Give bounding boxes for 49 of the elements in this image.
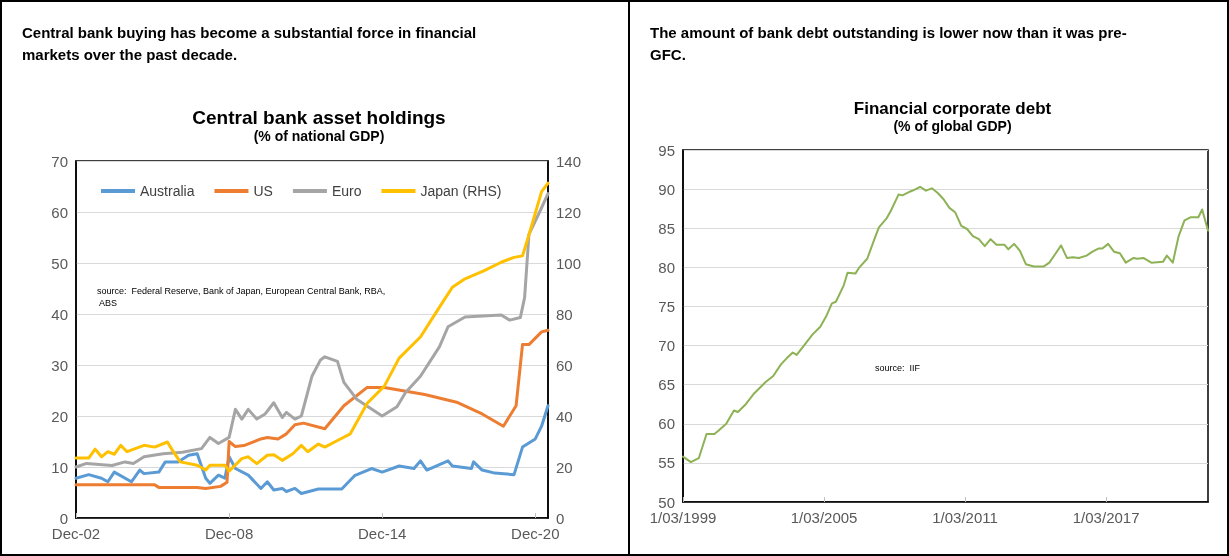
y2-tick-label: 80 bbox=[556, 305, 573, 323]
y2-tick-label: 100 bbox=[556, 254, 582, 272]
y-tick-label: 65 bbox=[658, 376, 675, 394]
y2-tick-label: 20 bbox=[556, 458, 573, 476]
y-tick-label: 75 bbox=[658, 297, 675, 315]
y-tick-label: 70 bbox=[658, 337, 675, 355]
annotation: source: Federal Reserve, Bank of Japan, European Central Bank, RBA, ABS bbox=[97, 286, 386, 308]
x-tick-label: Dec-20 bbox=[511, 525, 560, 542]
y-tick-label: 20 bbox=[51, 407, 68, 425]
chart-title: Financial corporate debt bbox=[853, 99, 1052, 118]
x-tick-label: 1/03/2017 bbox=[1072, 509, 1140, 526]
text: Central bank buying has become a substantial force in financial markets over the past decade. bbox=[22, 23, 478, 65]
y-tick-label: 50 bbox=[51, 254, 68, 272]
y-tick-label: 60 bbox=[51, 203, 68, 221]
legend-label: Euro bbox=[331, 183, 362, 199]
y-tick-label: 0 bbox=[59, 509, 68, 527]
y-tick-label: 80 bbox=[658, 258, 675, 276]
y-tick-label: 90 bbox=[658, 180, 675, 198]
line-series bbox=[74, 404, 550, 496]
y2-tick-label: 120 bbox=[556, 203, 582, 221]
x-tick-label: Dec-02 bbox=[51, 525, 101, 542]
y-tick-label: 60 bbox=[658, 415, 675, 433]
y2-tick-label: 0 bbox=[556, 509, 565, 527]
y-tick-label: 40 bbox=[51, 305, 68, 323]
legend-label: Australia bbox=[140, 183, 195, 199]
x-tick-label: 1/03/2011 bbox=[932, 509, 998, 526]
legend-label: Japan (RHS) bbox=[420, 183, 502, 199]
x-tick-label: 1/03/2005 bbox=[790, 509, 858, 526]
y2-tick-label: 140 bbox=[556, 152, 582, 170]
y-tick-label: 30 bbox=[51, 356, 68, 374]
chart-title: Central bank asset holdings bbox=[192, 107, 446, 128]
y2-tick-label: 60 bbox=[556, 356, 573, 374]
y-tick-label: 10 bbox=[51, 458, 68, 476]
line-series bbox=[74, 328, 550, 490]
y-tick-label: 55 bbox=[658, 454, 675, 472]
y2-tick-label: 40 bbox=[556, 407, 573, 425]
chart-subtitle: (% of global GDP) bbox=[893, 118, 1012, 134]
y-tick-label: 85 bbox=[658, 219, 675, 237]
chart-subtitle: (% of national GDP) bbox=[253, 128, 385, 144]
text: The amount of bank debt outstanding is lower now than it was pre-GFC. bbox=[650, 23, 1128, 65]
line-series bbox=[682, 185, 1209, 464]
legend-label: US bbox=[253, 183, 273, 199]
annotation: source: IIF bbox=[875, 363, 921, 373]
x-tick-label: Dec-14 bbox=[357, 525, 407, 542]
x-tick-label: Dec-08 bbox=[204, 525, 254, 542]
y-tick-label: 50 bbox=[658, 493, 675, 511]
y-tick-label: 95 bbox=[658, 141, 675, 159]
x-tick-label: 1/03/1999 bbox=[649, 509, 717, 526]
y-tick-label: 70 bbox=[51, 152, 68, 170]
